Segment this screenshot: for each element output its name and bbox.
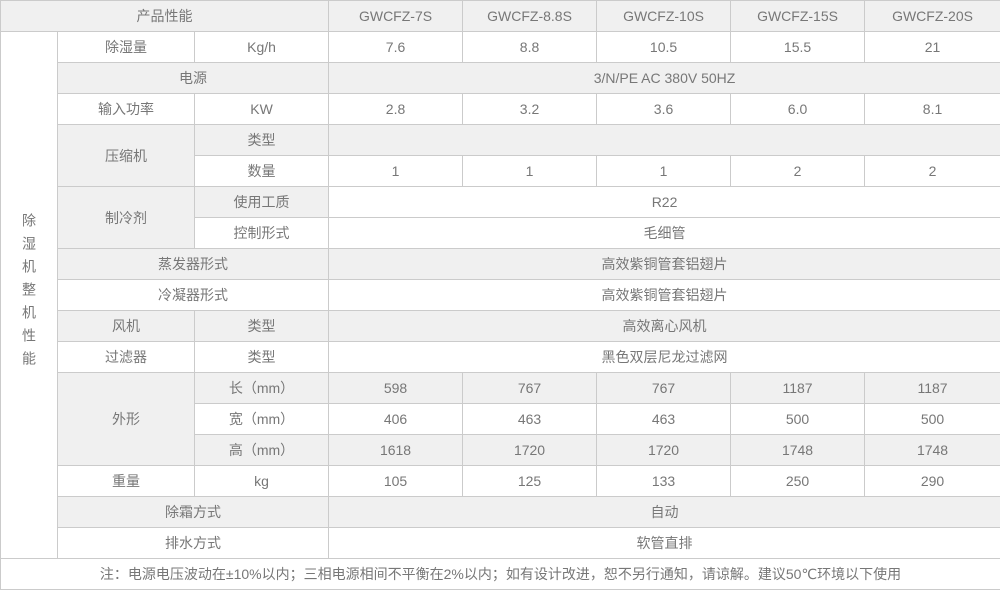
- row-capacity: 除湿机整机性能 除湿量 Kg/h 7.6 8.8 10.5 15.5 21: [0, 31, 1000, 559]
- compressor-qty-value-0: 1: [328, 155, 464, 187]
- row-refrigerant-medium: 制冷剂 使用工质 R22: [1, 186, 1000, 249]
- capacity-value-2: 10.5: [596, 31, 732, 63]
- compressor-label: 压缩机: [57, 124, 195, 187]
- power-supply-label: 电源: [56, 62, 330, 94]
- row-evaporator: 蒸发器形式 高效紫铜管套铝翅片: [1, 248, 1000, 280]
- height-value-4: 1748: [864, 434, 1000, 466]
- refrigerant-medium-label: 使用工质: [193, 186, 330, 218]
- row-compressor-type: 压缩机 类型: [1, 124, 1000, 187]
- row-filter: 过滤器 类型 黑色双层尼龙过滤网: [1, 341, 1000, 373]
- compressor-qty-value-3: 2: [730, 155, 866, 187]
- capacity-unit: Kg/h: [193, 31, 330, 63]
- length-value-1: 767: [462, 372, 598, 404]
- compressor-type-value: [328, 124, 1000, 156]
- footnote: 注：电源电压波动在±10%以内；三相电源相间不平衡在2%以内；如有设计改进，恕不…: [0, 558, 1000, 590]
- defrost-label: 除霜方式: [56, 496, 330, 528]
- compressor-qty-value-1: 1: [462, 155, 598, 187]
- input-power-label: 输入功率: [57, 93, 195, 125]
- row-fan: 风机 类型 高效离心风机: [1, 310, 1000, 342]
- fan-type-label: 类型: [193, 310, 330, 342]
- compressor-qty-label: 数量: [193, 155, 330, 187]
- power-supply-value: 3/N/PE AC 380V 50HZ: [328, 62, 1000, 94]
- input-power-value-4: 8.1: [864, 93, 1000, 125]
- condenser-value: 高效紫铜管套铝翅片: [328, 279, 1000, 311]
- model-header-gwcfz-7s: GWCFZ-7S: [328, 0, 464, 32]
- row-condenser: 冷凝器形式 高效紫铜管套铝翅片: [1, 279, 1000, 311]
- side-label: 除湿机整机性能: [21, 213, 37, 374]
- weight-value-2: 133: [596, 465, 732, 497]
- input-power-value-1: 3.2: [462, 93, 598, 125]
- model-header-gwcfz-10s: GWCFZ-10S: [596, 0, 732, 32]
- width-value-1: 463: [462, 403, 598, 435]
- row-weight: 重量 kg 105 125 133 250 290: [1, 465, 1000, 497]
- filter-label: 过滤器: [57, 341, 195, 373]
- filter-type-label: 类型: [193, 341, 330, 373]
- length-value-2: 767: [596, 372, 732, 404]
- width-value-3: 500: [730, 403, 866, 435]
- input-power-value-2: 3.6: [596, 93, 732, 125]
- header-row: 产品性能 GWCFZ-7S GWCFZ-8.8S GWCFZ-10S GWCFZ…: [0, 0, 1000, 32]
- condenser-label: 冷凝器形式: [56, 279, 330, 311]
- capacity-value-1: 8.8: [462, 31, 598, 63]
- row-dimension-length: 外形 长（mm） 598 767 767 1187 1187: [1, 372, 1000, 466]
- filter-value: 黑色双层尼龙过滤网: [328, 341, 1000, 373]
- width-value-0: 406: [328, 403, 464, 435]
- side-label-cell: 除湿机整机性能: [0, 31, 58, 559]
- input-power-unit: KW: [193, 93, 330, 125]
- weight-unit: kg: [193, 465, 330, 497]
- width-value-4: 500: [864, 403, 1000, 435]
- weight-value-4: 290: [864, 465, 1000, 497]
- input-power-value-0: 2.8: [328, 93, 464, 125]
- model-header-gwcfz-8-8s: GWCFZ-8.8S: [462, 0, 598, 32]
- row-note: 注：电源电压波动在±10%以内；三相电源相间不平衡在2%以内；如有设计改进，恕不…: [0, 558, 1000, 590]
- input-power-value-3: 6.0: [730, 93, 866, 125]
- height-label: 高（mm）: [193, 434, 330, 466]
- compressor-type-label: 类型: [193, 124, 330, 156]
- model-header-gwcfz-20s: GWCFZ-20S: [864, 0, 1000, 32]
- row-power-supply: 电源 3/N/PE AC 380V 50HZ: [1, 62, 1000, 94]
- length-value-0: 598: [328, 372, 464, 404]
- compressor-qty-value-4: 2: [864, 155, 1000, 187]
- weight-value-3: 250: [730, 465, 866, 497]
- row-dimension-width: 宽（mm） 406 463 463 500 500: [1, 403, 1000, 435]
- refrigerant-label: 制冷剂: [57, 186, 195, 249]
- width-value-2: 463: [596, 403, 732, 435]
- length-value-3: 1187: [730, 372, 866, 404]
- table-title: 产品性能: [0, 0, 330, 32]
- height-value-2: 1720: [596, 434, 732, 466]
- width-label: 宽（mm）: [193, 403, 330, 435]
- height-value-3: 1748: [730, 434, 866, 466]
- capacity-label: 除湿量: [57, 31, 195, 63]
- fan-value: 高效离心风机: [328, 310, 1000, 342]
- row-defrost: 除霜方式 自动: [1, 496, 1000, 528]
- capacity-value-3: 15.5: [730, 31, 866, 63]
- capacity-value-4: 21: [864, 31, 1000, 63]
- refrigerant-control-label: 控制形式: [193, 217, 330, 249]
- weight-value-1: 125: [462, 465, 598, 497]
- model-header-gwcfz-15s: GWCFZ-15S: [730, 0, 866, 32]
- evaporator-value: 高效紫铜管套铝翅片: [328, 248, 1000, 280]
- refrigerant-medium-value: R22: [328, 186, 1000, 218]
- compressor-qty-value-2: 1: [596, 155, 732, 187]
- defrost-value: 自动: [328, 496, 1000, 528]
- height-value-0: 1618: [328, 434, 464, 466]
- row-compressor-qty: 数量 1 1 1 2 2: [1, 155, 1000, 187]
- dimensions-label: 外形: [57, 372, 195, 466]
- row-input-power: 输入功率 KW 2.8 3.2 3.6 6.0 8.1: [1, 93, 1000, 125]
- weight-label: 重量: [57, 465, 195, 497]
- row-drainage: 排水方式 软管直排: [1, 527, 1000, 559]
- height-value-1: 1720: [462, 434, 598, 466]
- length-value-4: 1187: [864, 372, 1000, 404]
- weight-value-0: 105: [328, 465, 464, 497]
- capacity-value-0: 7.6: [328, 31, 464, 63]
- drainage-value: 软管直排: [328, 527, 1000, 559]
- fan-label: 风机: [57, 310, 195, 342]
- drainage-label: 排水方式: [56, 527, 330, 559]
- refrigerant-control-value: 毛细管: [328, 217, 1000, 249]
- evaporator-label: 蒸发器形式: [56, 248, 330, 280]
- length-label: 长（mm）: [193, 372, 330, 404]
